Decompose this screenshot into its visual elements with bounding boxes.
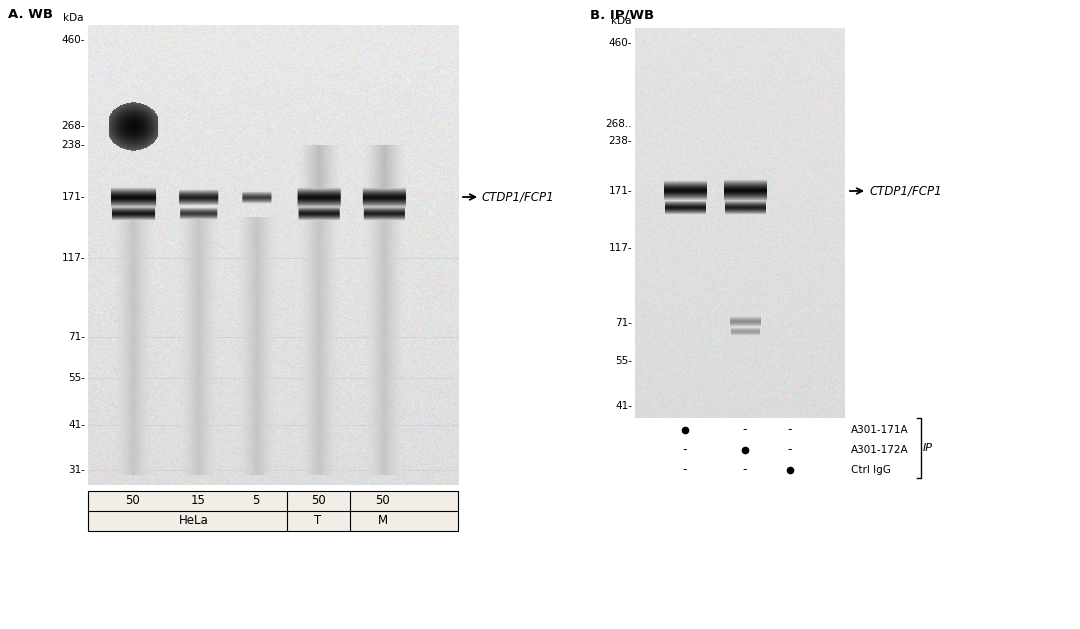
Text: 41-: 41- xyxy=(615,401,632,411)
Text: -: - xyxy=(787,443,793,457)
Text: -: - xyxy=(787,423,793,437)
Text: 15: 15 xyxy=(190,494,205,508)
Text: A301-172A: A301-172A xyxy=(851,445,908,455)
Text: A301-171A: A301-171A xyxy=(851,425,908,435)
Text: -: - xyxy=(683,464,687,477)
Text: Ctrl IgG: Ctrl IgG xyxy=(851,465,891,475)
Text: 117-: 117- xyxy=(62,253,85,263)
Text: 268..: 268.. xyxy=(606,119,632,129)
Text: 41-: 41- xyxy=(68,420,85,430)
Text: CTDP1/FCP1: CTDP1/FCP1 xyxy=(869,184,942,198)
Text: 171-: 171- xyxy=(62,192,85,202)
Text: B. IP/WB: B. IP/WB xyxy=(590,8,654,21)
Text: kDa: kDa xyxy=(64,13,84,23)
Text: 238-: 238- xyxy=(608,136,632,146)
Text: 460-: 460- xyxy=(62,35,85,45)
Text: 71-: 71- xyxy=(615,318,632,328)
Text: kDa: kDa xyxy=(610,16,631,26)
Text: 117-: 117- xyxy=(608,243,632,253)
Text: 460-: 460- xyxy=(608,38,632,48)
Text: 50: 50 xyxy=(376,494,390,508)
Text: T: T xyxy=(314,515,322,528)
Text: 31-: 31- xyxy=(68,465,85,475)
Text: 238-: 238- xyxy=(62,140,85,150)
Text: 55-: 55- xyxy=(68,373,85,383)
Text: 268-: 268- xyxy=(62,121,85,131)
Bar xyxy=(87,491,458,531)
Text: 50: 50 xyxy=(125,494,140,508)
Text: M: M xyxy=(378,515,388,528)
Text: 55-: 55- xyxy=(615,356,632,366)
Text: CTDP1/FCP1: CTDP1/FCP1 xyxy=(482,191,555,204)
Text: -: - xyxy=(683,443,687,457)
Text: -: - xyxy=(743,423,747,437)
Text: IP: IP xyxy=(923,443,933,453)
Text: 50: 50 xyxy=(311,494,325,508)
Text: A. WB: A. WB xyxy=(8,8,53,21)
Text: 5: 5 xyxy=(253,494,259,508)
Text: -: - xyxy=(743,464,747,477)
Text: 171-: 171- xyxy=(608,186,632,196)
Text: 71-: 71- xyxy=(68,332,85,342)
Text: HeLa: HeLa xyxy=(179,515,208,528)
